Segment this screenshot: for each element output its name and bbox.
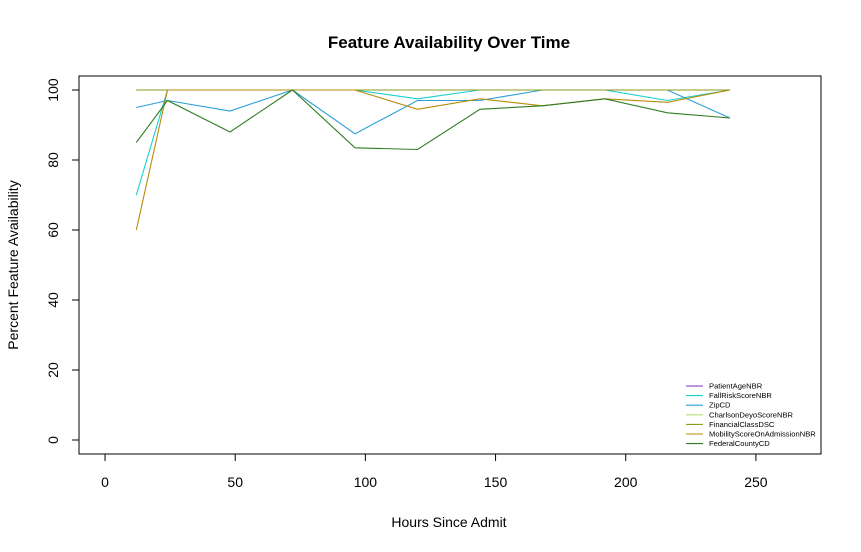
y-tick-label: 20 (45, 362, 61, 378)
x-tick-label: 250 (744, 474, 768, 490)
legend-label: ZipCD (709, 401, 731, 410)
x-axis-label: Hours Since Admit (391, 514, 506, 530)
y-axis: 0 20 40 60 80 100 (45, 78, 80, 444)
series-line-fall-risk-score-nbr (135, 89, 730, 196)
legend-label: PatientAgeNBR (709, 382, 763, 391)
x-tick-label: 50 (227, 474, 243, 490)
x-tick-label: 100 (354, 474, 378, 490)
y-tick-label: 40 (45, 292, 61, 308)
y-tick-label: 80 (45, 152, 61, 168)
legend-label: MobilityScoreOnAdmissionNBR (709, 430, 816, 439)
y-tick-label: 0 (45, 436, 61, 444)
x-tick-label: 150 (484, 474, 508, 490)
x-tick-label: 200 (614, 474, 638, 490)
series-line-federal-county-cd (135, 89, 730, 151)
legend-label: FederalCountyCD (709, 439, 770, 448)
y-tick-label: 60 (45, 222, 61, 238)
legend-label: CharlsonDeyoScoreNBR (709, 410, 794, 419)
x-tick-label: 0 (101, 474, 109, 490)
series-lines (135, 89, 731, 231)
legend: PatientAgeNBRFallRiskScoreNBRZipCDCharls… (686, 382, 816, 448)
chart-title: Feature Availability Over Time (328, 33, 570, 52)
y-axis-label: Percent Feature Availability (5, 180, 21, 349)
y-tick-label: 100 (45, 78, 61, 102)
x-axis: 0 50 100 150 200 250 (101, 453, 768, 490)
series-line-mobility-score-on-admission-nbr (135, 89, 731, 231)
legend-label: FinancialClassDSC (709, 420, 775, 429)
legend-label: FallRiskScoreNBR (709, 391, 772, 400)
